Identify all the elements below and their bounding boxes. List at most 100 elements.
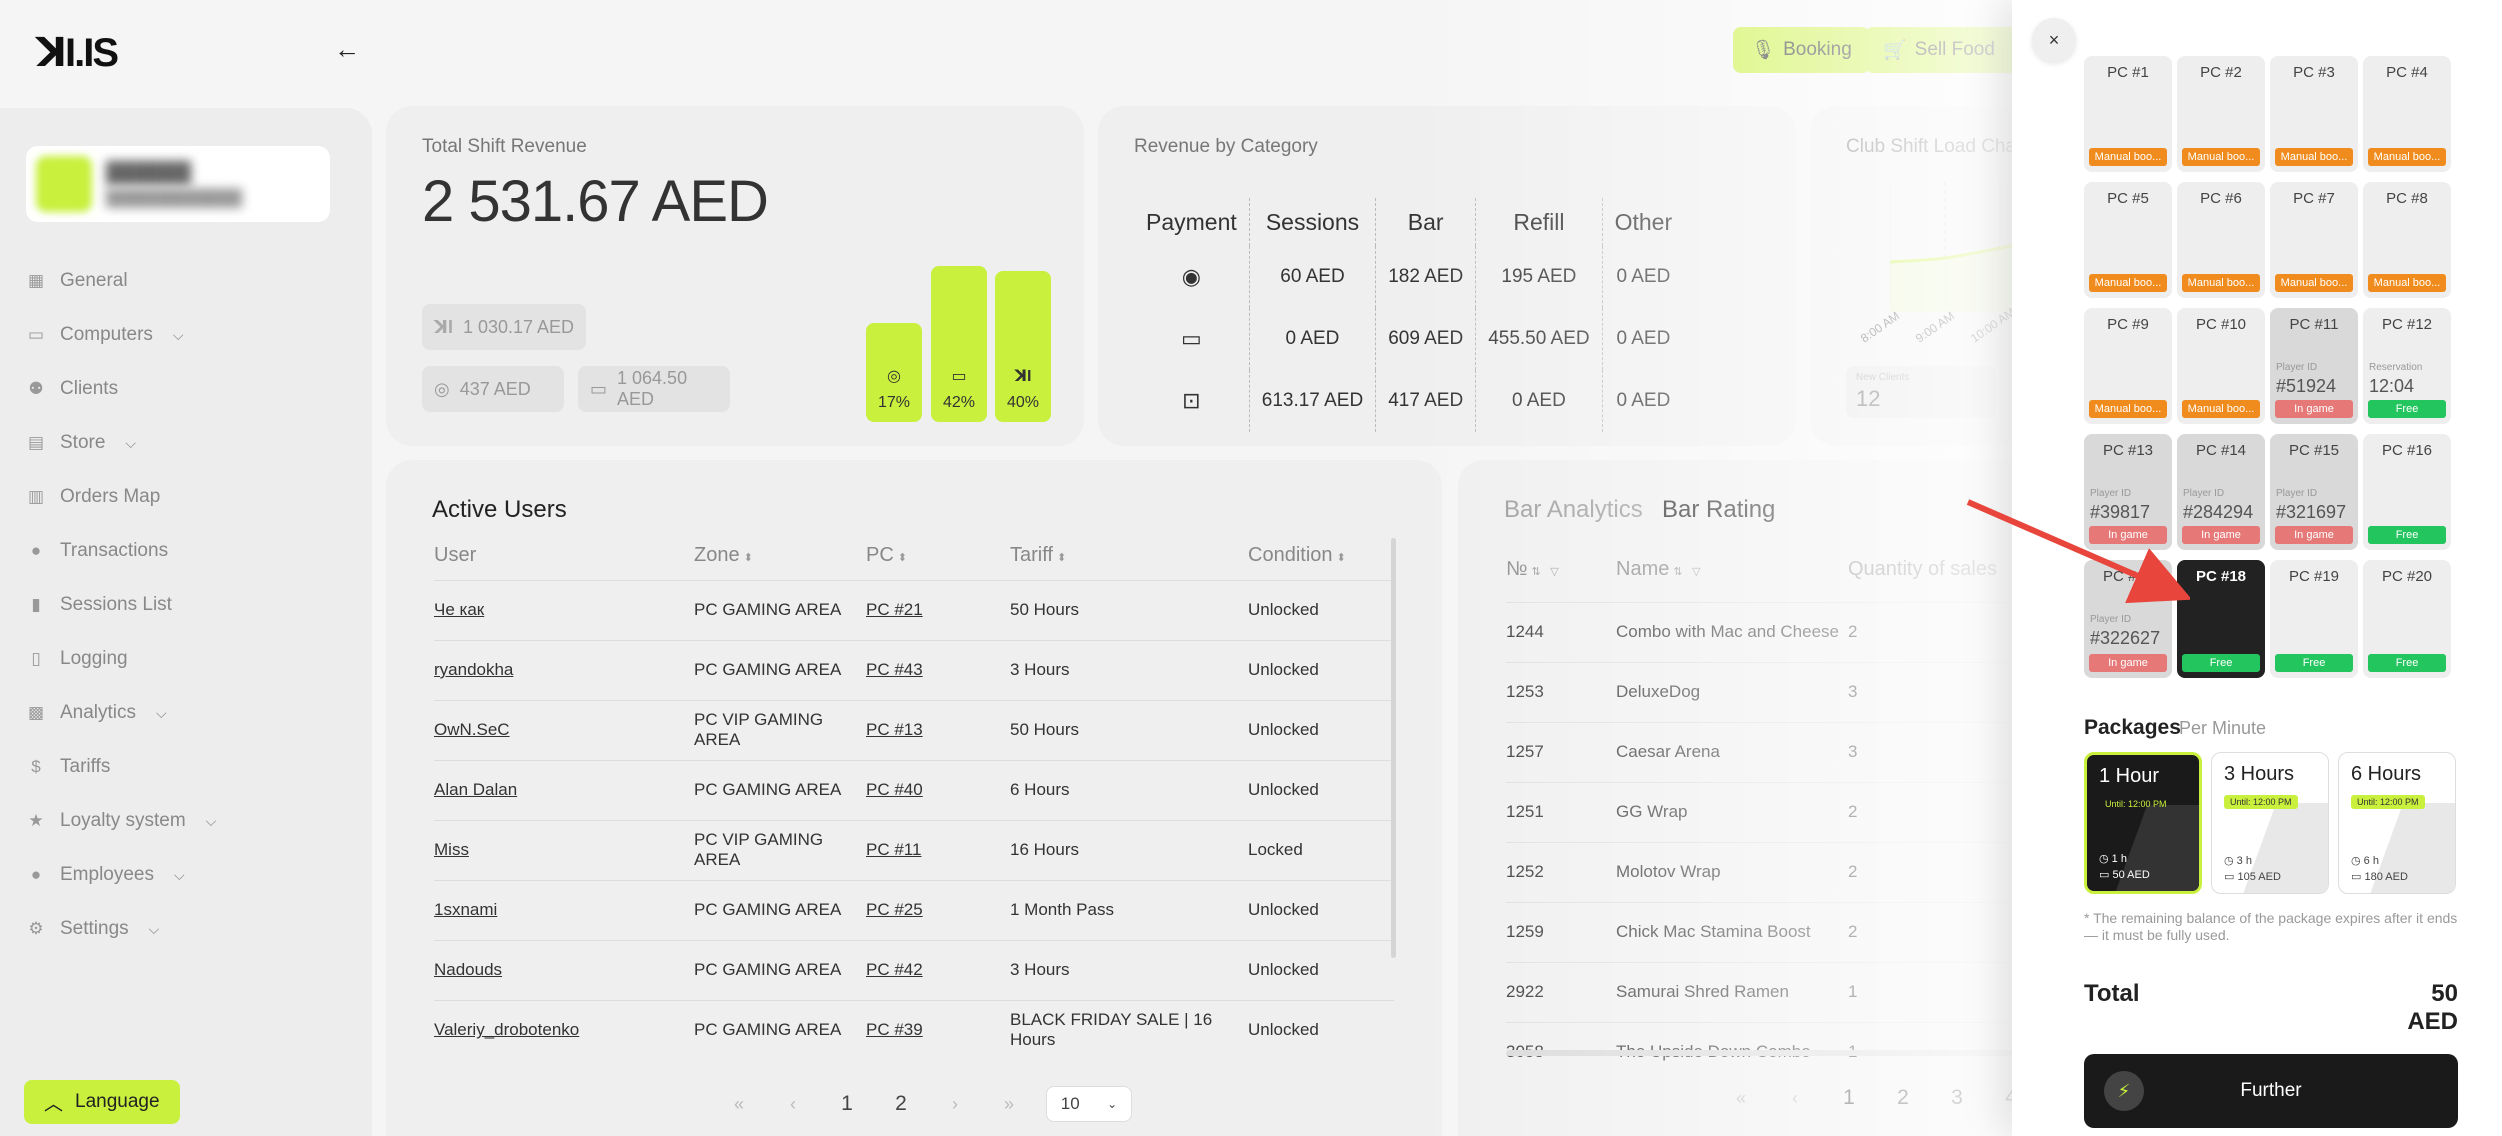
table-row[interactable]: 1257 Caesar Arena 3 — [1506, 721, 2068, 782]
pc-card-17[interactable]: PC #17 Player ID #322627 In game — [2084, 560, 2172, 678]
pc-card-20[interactable]: PC #20 Free — [2363, 560, 2451, 678]
pc-card-1[interactable]: PC #1 Manual boo... — [2084, 56, 2172, 172]
sidebar-item-orders-map[interactable]: ▥ Orders Map — [26, 470, 346, 524]
pc-link[interactable]: PC #43 — [866, 639, 1010, 700]
pc-card-14[interactable]: PC #14 Player ID #284294 In game — [2177, 434, 2265, 550]
pc-link[interactable]: PC #11 — [866, 819, 1010, 880]
page-size-select[interactable]: 10 ⌄ — [1046, 1086, 1132, 1122]
further-button[interactable]: ⚡ Further — [2084, 1054, 2458, 1128]
sidebar-item-loyalty-system[interactable]: ★ Loyalty system ⌵ — [26, 794, 346, 848]
pc-card-16[interactable]: PC #16 Free — [2363, 434, 2451, 550]
tab-bar-analytics[interactable]: Bar Analytics — [1504, 496, 1643, 523]
sidebar-item-analytics[interactable]: ▩ Analytics ⌵ — [26, 686, 346, 740]
pc-card-10[interactable]: PC #10 Manual boo... — [2177, 308, 2265, 424]
pc-link[interactable]: PC #13 — [866, 699, 1010, 760]
col-pc[interactable]: PC ⬍ — [866, 544, 908, 567]
first-page-button[interactable]: « — [733, 1093, 744, 1114]
pc-link[interactable]: PC #21 — [866, 579, 1010, 640]
clock-icon: ◷ — [2224, 855, 2234, 867]
prev-page-button[interactable]: ‹ — [1792, 1087, 1798, 1108]
table-row[interactable]: Miss PC VIP GAMING AREA PC #11 16 Hours Lock… — [434, 819, 1394, 880]
page-3-button[interactable]: 3 — [1951, 1086, 1963, 1109]
table-row[interactable]: 1251 GG Wrap 2 — [1506, 781, 2068, 842]
package-card[interactable]: 3 Hours Until: 12:00 PM ◷ 3 h ▭ 105 AED — [2211, 752, 2329, 894]
per-minute-tab[interactable]: Per Minute — [2179, 718, 2267, 738]
sidebar-item-sessions-list[interactable]: ▮ Sessions List — [26, 578, 346, 632]
user-link[interactable]: Valeriy_drobotenko — [434, 999, 694, 1060]
sidebar-item-clients[interactable]: ⚉ Clients — [26, 362, 346, 416]
pc-card-15[interactable]: PC #15 Player ID #321697 In game — [2270, 434, 2358, 550]
pc-card-2[interactable]: PC #2 Manual boo... — [2177, 56, 2265, 172]
pc-card-18[interactable]: PC #18 Free — [2177, 560, 2265, 678]
sidebar-item-tariffs[interactable]: $ Tariffs — [26, 740, 346, 794]
sidebar-item-store[interactable]: ▤ Store ⌵ — [26, 416, 346, 470]
pc-card-13[interactable]: PC #13 Player ID #39817 In game — [2084, 434, 2172, 550]
page-2-button[interactable]: 2 — [895, 1092, 907, 1115]
sidebar-item-settings[interactable]: ⚙ Settings ⌵ — [26, 902, 346, 956]
page-2-button[interactable]: 2 — [1897, 1086, 1909, 1109]
user-link[interactable]: Alan Dalan — [434, 759, 694, 820]
sidebar-item-general[interactable]: ▦ General — [26, 254, 346, 308]
pc-card-4[interactable]: PC #4 Manual boo... — [2363, 56, 2451, 172]
next-page-button[interactable]: › — [952, 1093, 958, 1114]
col-zone[interactable]: Zone ⬍ — [694, 544, 753, 567]
sidebar-item-employees[interactable]: ● Employees ⌵ — [26, 848, 346, 902]
pc-link[interactable]: PC #42 — [866, 939, 1010, 1000]
back-arrow-icon[interactable]: ← — [334, 34, 360, 64]
pc-link[interactable]: PC #40 — [866, 759, 1010, 820]
pc-card-5[interactable]: PC #5 Manual boo... — [2084, 182, 2172, 298]
table-row[interactable]: Valeriy_drobotenko PC GAMING AREA PC #39 BL… — [434, 999, 1394, 1060]
package-card[interactable]: 6 Hours Until: 12:00 PM ◷ 6 h ▭ 180 AED — [2338, 752, 2456, 894]
user-link[interactable]: Nadouds — [434, 939, 694, 1000]
app-logo[interactable]: ꓘI.IS — [36, 31, 119, 75]
package-note: * The remaining balance of the package e… — [2084, 910, 2458, 943]
pc-card-7[interactable]: PC #7 Manual boo... — [2270, 182, 2358, 298]
col-name[interactable]: Name ⇅ ▽ — [1616, 558, 1701, 581]
table-row[interactable]: 1244 Combo with Mac and Cheese 2 — [1506, 601, 2068, 662]
pc-card-6[interactable]: PC #6 Manual boo... — [2177, 182, 2265, 298]
pc-card-8[interactable]: PC #8 Manual boo... — [2363, 182, 2451, 298]
user-link[interactable]: Miss — [434, 819, 694, 880]
pc-card-12[interactable]: PC #12 Reservation 12:04 Free — [2363, 308, 2451, 424]
pc-link[interactable]: PC #25 — [866, 879, 1010, 940]
user-link[interactable]: Че как — [434, 579, 694, 640]
pc-card-11[interactable]: PC #11 Player ID #51924 In game — [2270, 308, 2358, 424]
close-panel-button[interactable]: × — [2032, 18, 2076, 62]
sidebar-item-logging[interactable]: ▯ Logging — [26, 632, 346, 686]
table-row[interactable]: ryandokha PC GAMING AREA PC #43 3 Hours Unlo… — [434, 639, 1394, 700]
col-tariff[interactable]: Tariff ⬍ — [1010, 544, 1067, 567]
page-1-button[interactable]: 1 — [841, 1092, 853, 1115]
col-number[interactable]: № ⇅ ▽ — [1506, 558, 1559, 581]
table-row[interactable]: Че как PC GAMING AREA PC #21 50 Hours Unlock… — [434, 579, 1394, 640]
package-card[interactable]: 1 Hour Until: 12:00 PM ◷ 1 h ▭ 50 AED — [2084, 752, 2202, 894]
horizontal-scrollbar[interactable] — [1506, 1050, 2026, 1056]
sidebar-item-computers[interactable]: ▭ Computers ⌵ — [26, 308, 346, 362]
first-page-button[interactable]: « — [1735, 1087, 1746, 1108]
pc-link[interactable]: PC #39 — [866, 999, 1010, 1060]
table-row[interactable]: 1252 Molotov Wrap 2 — [1506, 841, 2068, 902]
language-button[interactable]: ︿ Language — [24, 1080, 180, 1124]
col-condition[interactable]: Condition ⬍ — [1248, 544, 1346, 567]
page-1-button[interactable]: 1 — [1843, 1086, 1855, 1109]
prev-page-button[interactable]: ‹ — [790, 1093, 796, 1114]
pc-card-9[interactable]: PC #9 Manual boo... — [2084, 308, 2172, 424]
pc-card-19[interactable]: PC #19 Free — [2270, 560, 2358, 678]
user-link[interactable]: OwN.SeC — [434, 699, 694, 760]
table-row[interactable]: 2922 Samurai Shred Ramen 1 — [1506, 961, 2068, 1022]
sell-food-button[interactable]: 🛒 Sell Food — [1865, 27, 2013, 73]
table-row[interactable]: Nadouds PC GAMING AREA PC #42 3 Hours Unlock… — [434, 939, 1394, 1000]
last-page-button[interactable]: » — [1003, 1093, 1014, 1114]
table-row[interactable]: 1253 DeluxeDog 3 — [1506, 661, 2068, 722]
table-row[interactable]: 1259 Chick Mac Stamina Boost 2 — [1506, 901, 2068, 962]
table-row[interactable]: OwN.SeC PC VIP GAMING AREA PC #13 50 Hours U… — [434, 699, 1394, 760]
booking-button[interactable]: 🎙 Booking — [1733, 27, 1870, 73]
user-link[interactable]: 1sxnami — [434, 879, 694, 940]
user-link[interactable]: ryandokha — [434, 639, 694, 700]
table-row[interactable]: 1sxnami PC GAMING AREA PC #25 1 Month Pass U… — [434, 879, 1394, 940]
table-scrollbar[interactable] — [1391, 538, 1396, 958]
pc-card-3[interactable]: PC #3 Manual boo... — [2270, 56, 2358, 172]
sidebar-item-transactions[interactable]: ● Transactions — [26, 524, 346, 578]
table-row[interactable]: Alan Dalan PC GAMING AREA PC #40 6 Hours Unl… — [434, 759, 1394, 820]
tab-bar-rating[interactable]: Bar Rating — [1662, 496, 1776, 523]
club-profile-card[interactable]: ██████ ████████████ — [26, 146, 330, 222]
